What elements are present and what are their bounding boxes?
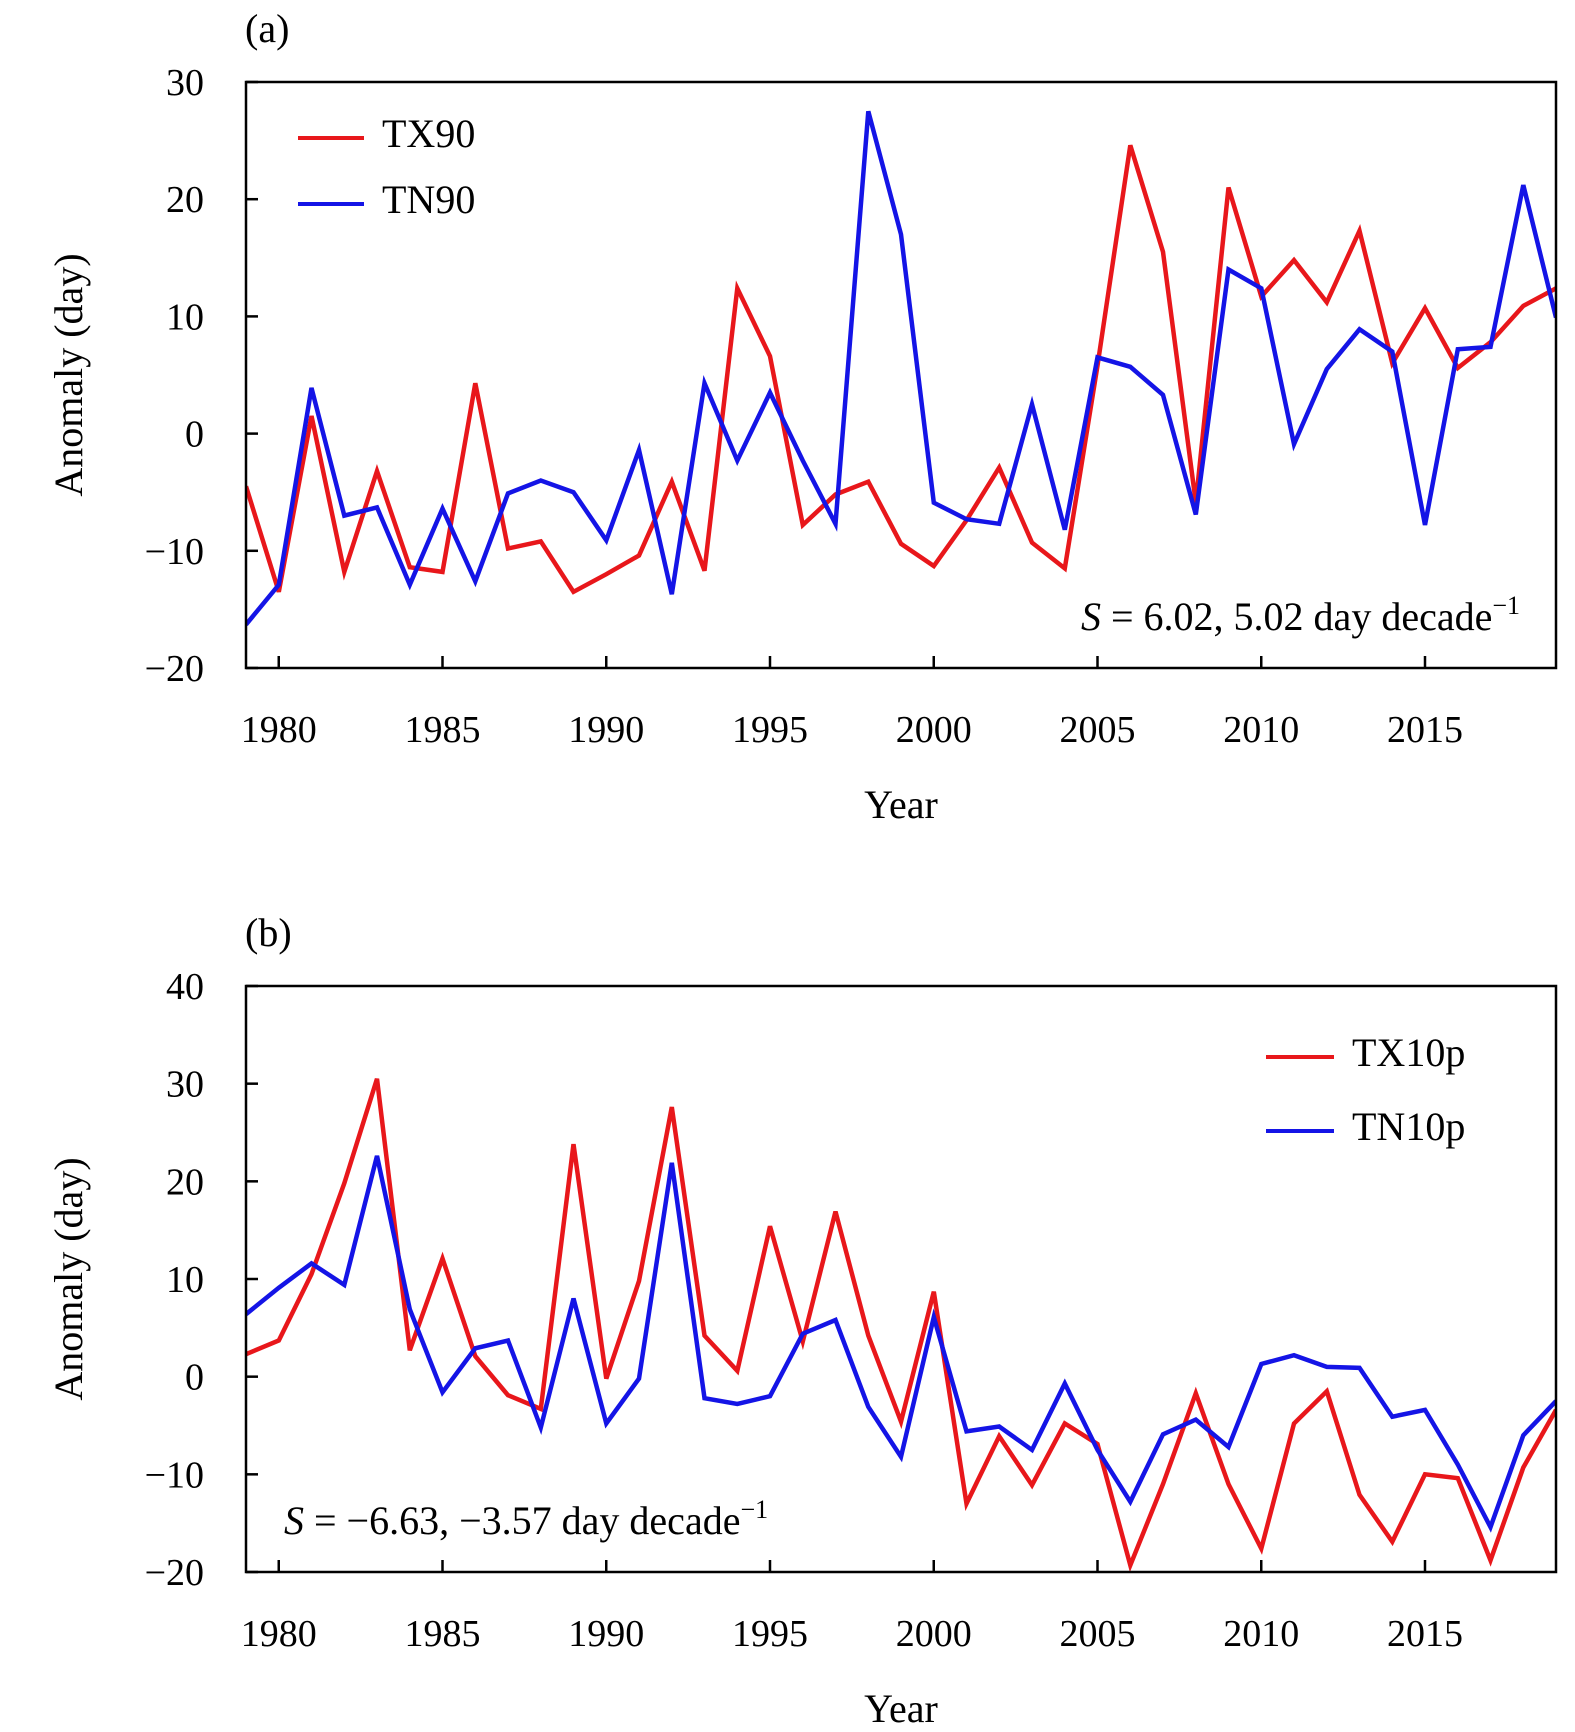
- y-tick-label: 10: [166, 296, 204, 338]
- x-tick-label: 2005: [1060, 1613, 1136, 1655]
- x-tick-label: 2000: [896, 709, 972, 751]
- panel-b: (b) 1980 1985 1990 1995 2000 2005 2010 2015 −20…: [46, 910, 1558, 1731]
- y-tick-label: −20: [145, 648, 204, 690]
- legend-label-tx90: TX90: [382, 111, 475, 156]
- panel-label: (b): [245, 910, 292, 955]
- x-axis-title: Year: [864, 782, 938, 827]
- y-axis-ticks: −20 −10 0 10 20 30: [145, 62, 258, 690]
- plot-frame: [244, 80, 1558, 670]
- panel-a: (a) 1980 1985 1990 1995 2000 2005 2010 2015 −20…: [46, 6, 1558, 827]
- x-tick-label: 1995: [732, 1613, 808, 1655]
- y-tick-label: 20: [166, 1161, 204, 1203]
- series-line-tn10p: [246, 1155, 1556, 1533]
- x-tick-label: 1980: [241, 1613, 317, 1655]
- x-tick-label: 2015: [1387, 1613, 1463, 1655]
- series-layer: [246, 1078, 1556, 1572]
- series-layer: [246, 110, 1556, 627]
- series-line-tn90: [246, 110, 1556, 627]
- x-tick-label: 2010: [1223, 709, 1299, 751]
- y-tick-label: 10: [166, 1259, 204, 1301]
- x-tick-label: 1985: [405, 1613, 481, 1655]
- x-tick-label: 1985: [405, 709, 481, 751]
- trend-annotation: S = −6.63, −3.57 day decade−1: [284, 1495, 768, 1543]
- legend-label-tn10p: TN10p: [1352, 1104, 1465, 1149]
- y-tick-label: 0: [185, 414, 204, 456]
- x-tick-label: 1980: [241, 709, 317, 751]
- y-axis-title: Anomaly (day): [46, 253, 91, 496]
- x-tick-label: 2000: [896, 1613, 972, 1655]
- legend-label-tx10p: TX10p: [1352, 1030, 1465, 1075]
- series-line-tx90: [246, 144, 1556, 595]
- legend: TX10p TN10p: [1266, 1030, 1465, 1149]
- series-line-tx10p: [246, 1078, 1556, 1572]
- y-tick-label: 30: [166, 1064, 204, 1106]
- x-axis-title: Year: [864, 1686, 938, 1731]
- legend-label-tn90: TN90: [382, 177, 475, 222]
- x-axis-ticks: 1980 1985 1990 1995 2000 2005 2010 2015: [241, 1560, 1463, 1655]
- panel-label: (a): [245, 6, 289, 51]
- trend-annotation: S = 6.02, 5.02 day decade−1: [1081, 591, 1520, 639]
- x-tick-label: 2010: [1223, 1613, 1299, 1655]
- legend: TX90 TN90: [298, 111, 475, 222]
- x-axis-ticks: 1980 1985 1990 1995 2000 2005 2010 2015: [241, 656, 1463, 751]
- y-tick-label: −10: [145, 1454, 204, 1496]
- y-axis-ticks: −20 −10 0 10 20 30 40: [145, 966, 258, 1594]
- x-tick-label: 2005: [1060, 709, 1136, 751]
- y-tick-label: 40: [166, 966, 204, 1008]
- x-tick-label: 1990: [568, 1613, 644, 1655]
- x-tick-label: 1995: [732, 709, 808, 751]
- y-tick-label: −20: [145, 1552, 204, 1594]
- y-tick-label: 0: [185, 1357, 204, 1399]
- y-tick-label: −10: [145, 531, 204, 573]
- y-tick-label: 20: [166, 179, 204, 221]
- y-axis-title: Anomaly (day): [46, 1157, 91, 1400]
- y-tick-label: 30: [166, 62, 204, 104]
- x-tick-label: 2015: [1387, 709, 1463, 751]
- x-tick-label: 1990: [568, 709, 644, 751]
